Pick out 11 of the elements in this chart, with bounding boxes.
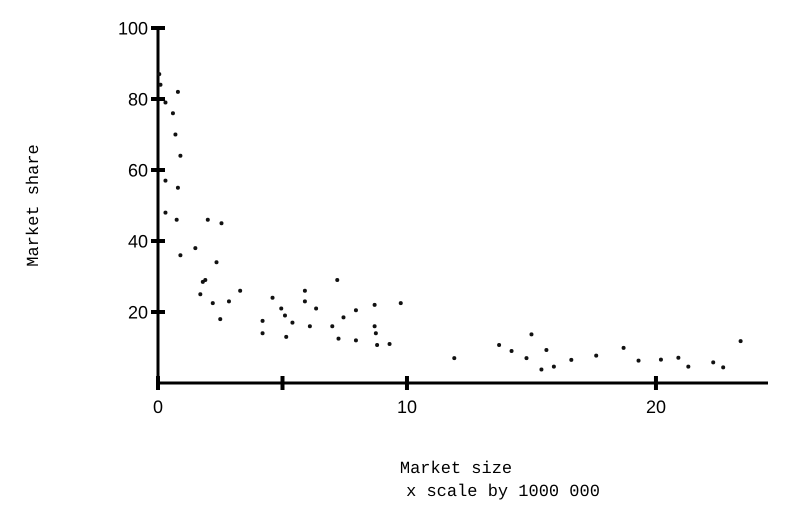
- y-tick-label: 40: [128, 231, 148, 252]
- x-tick-label: 0: [152, 397, 164, 417]
- y-tick-label: 80: [128, 89, 148, 110]
- y-axis-title: Market share: [25, 144, 44, 267]
- x-axis-title: Market size: [400, 460, 512, 479]
- x-tick-label: 20: [646, 397, 666, 417]
- y-tick-label: 60: [128, 160, 148, 180]
- text: x scale by 1000 000: [406, 483, 600, 502]
- y-tick-label: 20: [128, 302, 148, 322]
- y-tick-label: 100: [118, 18, 148, 38]
- x-tick-label: 10: [396, 397, 417, 417]
